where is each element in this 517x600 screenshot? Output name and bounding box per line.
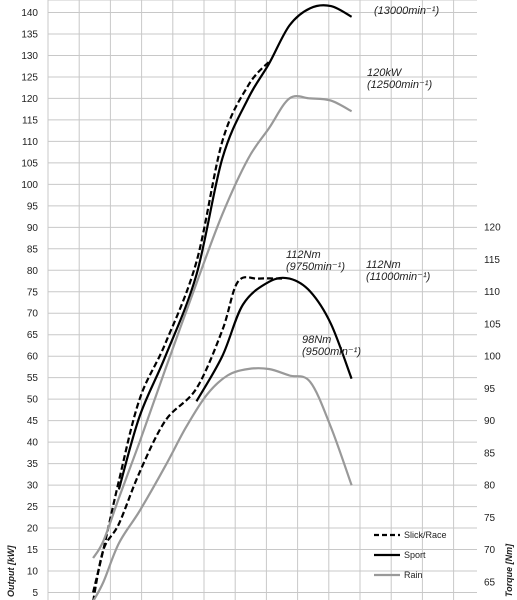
y-axis-title-left: Output [kW]: [6, 545, 16, 597]
annotation-label: 112Nm: [286, 249, 321, 261]
y2-tick-label: 80: [484, 481, 496, 492]
legend-label-sport: Sport: [404, 550, 426, 560]
annotation-layer: 120kW(12500min⁻¹)112Nm(9750min⁻¹) 112Nm(1…: [286, 5, 439, 358]
series-sport-power: [117, 4, 353, 490]
y-tick-label: 70: [27, 309, 39, 320]
legend-label-slick-race: Slick/Race: [404, 530, 447, 540]
y2-tick-label: 70: [484, 545, 496, 556]
series-rain-torque: [92, 367, 353, 600]
y2-tick-label: 85: [484, 448, 496, 459]
y2-tick-label: 115: [484, 255, 500, 266]
y-tick-label: 80: [27, 266, 39, 277]
series-slick-race-torque: [92, 276, 285, 600]
y2-tick-label: 110: [484, 287, 500, 298]
y-tick-label: 15: [27, 545, 39, 556]
y-tick-label: 20: [27, 524, 39, 535]
y-tick-label: 135: [21, 29, 38, 40]
y-tick-label: 45: [27, 416, 39, 427]
series-slick-race-power: [92, 61, 270, 593]
annotation-label: 112Nm: [366, 259, 401, 271]
annotation-rpm: (13000min⁻¹): [374, 5, 439, 17]
y2-tick-label: 65: [484, 578, 496, 589]
y-tick-label: 75: [27, 287, 39, 298]
y-tick-label: 110: [22, 137, 38, 148]
y-tick-label: 90: [27, 223, 39, 234]
y2-tick-label: 75: [484, 513, 496, 524]
y-tick-label: 125: [21, 72, 38, 83]
annotation-rpm: (9750min⁻¹): [286, 261, 345, 273]
y-tick-label: 85: [27, 244, 39, 255]
annotation-rpm: (9500min⁻¹): [302, 346, 361, 358]
y2-tick-label: 105: [484, 319, 501, 330]
annotation-rpm: (11000min⁻¹): [366, 271, 431, 283]
series-layer: [92, 4, 353, 600]
y-tick-label: 105: [21, 158, 38, 169]
annotation-rpm: (12500min⁻¹): [367, 79, 432, 91]
tick-layer: 5 10 15 20 25 30 35 40 45 50 55 60 65 70 75 80 85 90 95 100…: [21, 8, 501, 599]
annotation-label: 120kW: [367, 67, 403, 79]
y-tick-label: 65: [27, 330, 39, 341]
series-sport-torque: [195, 276, 353, 402]
y-tick-label: 35: [27, 459, 39, 470]
y-tick-label: 25: [27, 502, 39, 513]
y-axis-title-right: Torque [Nm]: [504, 543, 514, 597]
y-tick-label: 50: [27, 395, 39, 406]
y-tick-label: 55: [27, 373, 39, 384]
annotation-label: 98Nm: [302, 334, 331, 346]
y-tick-label: 60: [27, 352, 39, 363]
y-tick-label: 5: [32, 588, 38, 599]
y-tick-label: 10: [27, 567, 39, 578]
legend-label-rain: Rain: [404, 570, 423, 580]
y-tick-label: 115: [22, 115, 38, 126]
y-tick-label: 40: [27, 438, 39, 449]
y-tick-label: 130: [21, 51, 38, 62]
y2-tick-label: 100: [484, 352, 501, 363]
y-tick-label: 30: [27, 481, 39, 492]
y2-tick-label: 90: [484, 416, 496, 427]
y2-tick-label: 120: [484, 223, 501, 234]
legend: Slick/Race Sport Rain: [374, 530, 447, 580]
y-tick-label: 100: [21, 180, 38, 191]
y-tick-label: 120: [21, 94, 38, 105]
y-tick-label: 140: [21, 8, 38, 19]
y-tick-label: 95: [27, 201, 39, 212]
series-rain-power: [92, 95, 353, 559]
y2-tick-label: 95: [484, 384, 496, 395]
